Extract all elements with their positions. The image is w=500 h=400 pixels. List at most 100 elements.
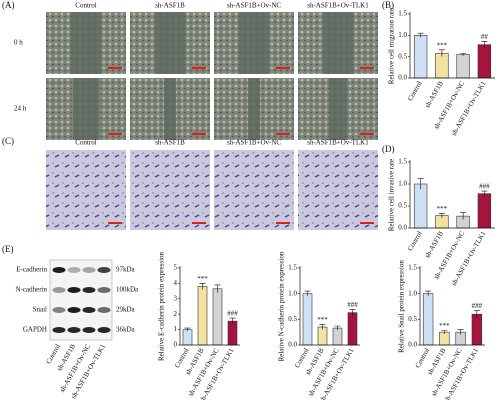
size-label: 29kDa: [116, 306, 136, 314]
bar: [413, 183, 428, 229]
error-bar: [481, 41, 488, 49]
bar: [182, 329, 193, 346]
x-tick-label: Control: [406, 230, 424, 253]
column-label: Control: [75, 2, 96, 10]
micrograph: [46, 150, 126, 230]
column-label: sh-ASF1B: [155, 2, 185, 10]
x-tick-label: sh-ASF1B: [423, 80, 445, 110]
error-bar: [438, 213, 445, 218]
protein-label: N-cadherin: [16, 286, 48, 294]
error-bar: [214, 284, 221, 293]
error-bar: [184, 327, 191, 332]
blot-band: [52, 287, 66, 293]
error-bar: [481, 190, 488, 197]
bar: [456, 54, 470, 79]
y-axis-label: Relative N-cadherin protein expression: [278, 251, 286, 361]
y-tick-label: 1.0: [398, 180, 407, 188]
bar: [435, 52, 449, 79]
error-bar: [457, 329, 464, 335]
size-label: 97kDa: [116, 266, 136, 274]
error-bar: [460, 52, 467, 56]
axes: [299, 266, 360, 346]
x-tick-label: Control: [406, 80, 424, 103]
error-bar: [417, 32, 424, 38]
error-bar: [334, 325, 341, 331]
y-tick-label: 0.0: [408, 341, 417, 349]
error-bar: [199, 283, 206, 290]
y-tick-label: 0: [174, 341, 178, 349]
bar: [212, 288, 223, 346]
error-bar: [319, 324, 326, 330]
blot-band: [52, 267, 66, 273]
blot-band: [82, 307, 96, 313]
error-bar: [473, 310, 480, 318]
bar: [317, 326, 328, 346]
significance: ###: [227, 310, 238, 318]
y-tick-label: 0.5: [398, 52, 407, 60]
y-axis-label: Relative cell invasive rate: [388, 159, 396, 232]
bar: [477, 193, 492, 229]
y-tick-label: 1.5: [288, 264, 297, 272]
y-tick-label: 0.0: [398, 74, 407, 82]
blot-band: [67, 307, 81, 313]
scale-bar: [360, 222, 374, 224]
significance: ##: [481, 33, 489, 41]
protein-label: E-cadherin: [16, 266, 47, 274]
scale-bar: [192, 133, 206, 135]
bar: [332, 327, 343, 346]
protein-label: Snail: [33, 306, 47, 314]
y-tick-label: 1: [174, 325, 178, 333]
blot-band: [52, 307, 66, 313]
error-bar: [349, 309, 356, 316]
significance: ***: [197, 275, 208, 283]
scale-bar: [360, 133, 374, 135]
axes: [409, 160, 495, 229]
error-bar: [229, 317, 236, 325]
blot-band: [82, 327, 96, 333]
column-label: Control: [75, 139, 96, 147]
size-label: 36kDa: [116, 326, 136, 334]
wound-gap: [239, 12, 269, 74]
micrograph: [130, 150, 210, 230]
protein-label: GAPDH: [23, 326, 47, 334]
panel-label: (A): [2, 0, 15, 10]
panel-label: (D): [382, 144, 395, 154]
panel-label: (B): [382, 0, 394, 10]
error-bar: [438, 49, 445, 57]
y-tick-label: 1.5: [408, 264, 417, 272]
significance: ###: [479, 183, 490, 191]
wound-gap: [323, 12, 353, 74]
bar: [471, 313, 483, 346]
bar: [413, 35, 428, 79]
bar: [302, 293, 313, 346]
y-tick-label: 1.0: [408, 289, 417, 297]
bar: [347, 312, 358, 346]
wound-gap: [248, 78, 260, 140]
panel-label: (C): [2, 136, 14, 146]
significance: ***: [317, 316, 328, 324]
scale-bar: [276, 133, 290, 135]
y-tick-label: 0.0: [398, 224, 407, 232]
y-axis-label: Relative cell migration rate: [388, 8, 396, 84]
y-tick-label: 0.0: [288, 341, 297, 349]
blot-band: [82, 287, 96, 293]
axes: [179, 266, 240, 346]
bar: [439, 331, 450, 346]
axes: [419, 266, 485, 346]
size-label: 100kDa: [116, 286, 139, 294]
bar: [227, 320, 238, 346]
scale-bar: [276, 67, 290, 69]
scale-bar: [108, 133, 122, 135]
y-axis-label: Relative Snail protein expression: [398, 260, 406, 353]
y-tick-label: 0.5: [408, 315, 417, 323]
blot-band: [97, 327, 111, 333]
error-bar: [417, 178, 424, 190]
micrograph: [214, 150, 294, 230]
blot-band: [67, 287, 81, 293]
blot-band: [97, 287, 111, 293]
scale-bar: [192, 67, 206, 69]
error-bar: [304, 290, 311, 297]
error-bar: [425, 290, 432, 297]
bar: [422, 293, 434, 346]
